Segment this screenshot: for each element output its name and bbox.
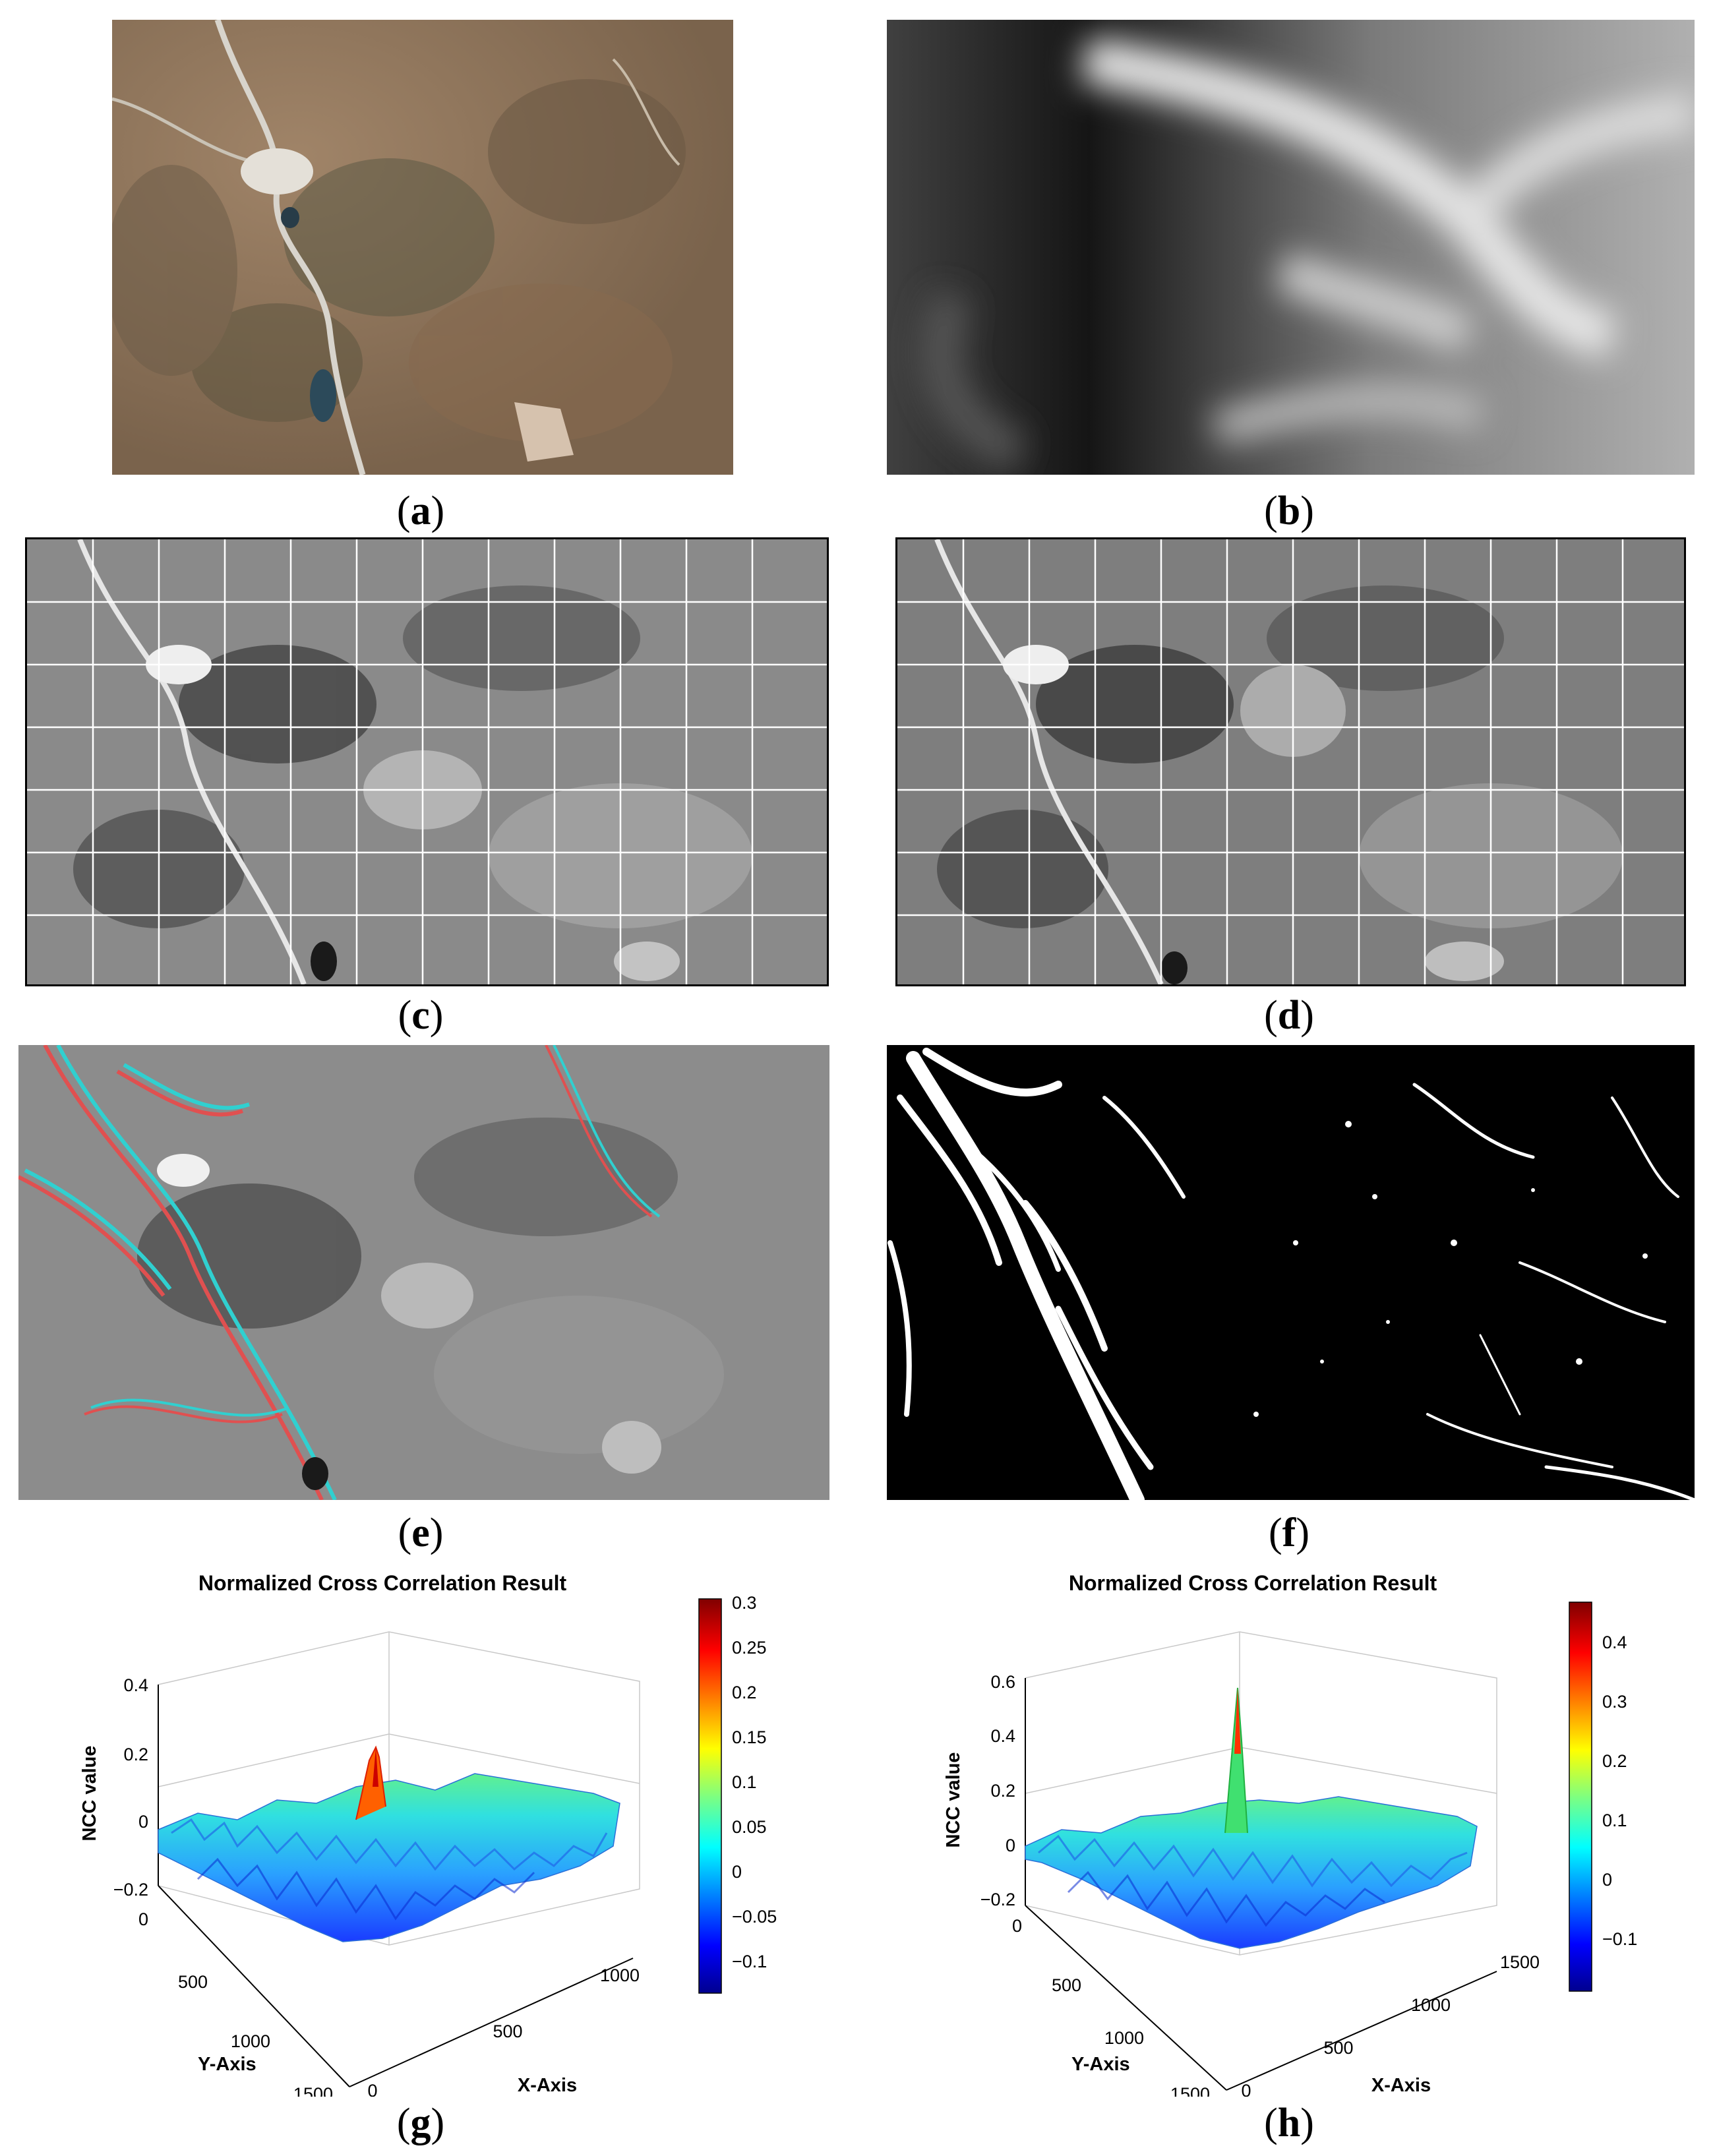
caption-h-letter: h <box>1277 2101 1301 2145</box>
y-tick: 1500 <box>1170 2084 1210 2097</box>
colorbar-tick: −0.05 <box>732 1907 777 1927</box>
ncc-surface-plot-h: Normalized Cross Correlation Result 0.6 … <box>943 1571 1637 2097</box>
colorbar-tick: 0.3 <box>1602 1692 1627 1712</box>
caption-d-letter: d <box>1277 993 1301 1038</box>
caption-c-letter: c <box>411 993 430 1038</box>
colorbar-tick: 0 <box>732 1862 742 1882</box>
x-tick: 500 <box>1323 2038 1353 2058</box>
caption-f-letter: f <box>1282 1511 1296 1555</box>
colorbar <box>1569 1602 1592 1992</box>
y-axis-line <box>1025 1905 1227 2091</box>
colorbar-tick: 0.2 <box>1602 1751 1627 1771</box>
y-tick: 0 <box>1012 1916 1022 1936</box>
colorbar-tick: 0.25 <box>732 1638 767 1658</box>
caption-f: (f) <box>1269 1511 1309 1555</box>
colorbar-tick: 0.05 <box>732 1817 767 1837</box>
satellite-photo <box>112 20 733 475</box>
colorbar-tick: 0.3 <box>732 1593 757 1613</box>
panel-d-gridded-image <box>895 537 1686 986</box>
panel-c-gridded-image <box>25 537 829 986</box>
colorbar-tick: −0.1 <box>732 1952 767 1971</box>
z-tick: 0.4 <box>990 1726 1015 1746</box>
z-tick: −0.2 <box>113 1880 148 1900</box>
caption-b: (b) <box>1264 489 1314 533</box>
z-tick: 0.2 <box>123 1745 148 1764</box>
gridded-gray-image <box>27 539 827 984</box>
caption-b-letter: b <box>1277 489 1301 533</box>
x-axis-label: X-Axis <box>518 2075 577 2096</box>
y-tick: 1000 <box>231 2031 270 2051</box>
ncc-surface-plot-g: Normalized Cross Correlation Result 0.4 … <box>79 1571 777 2097</box>
ncc-surface <box>158 1745 620 1942</box>
caption-a: (a) <box>396 489 445 533</box>
colorbar-tick: 0.2 <box>732 1683 757 1702</box>
caption-a-letter: a <box>410 489 431 533</box>
chart-h-ncc-surface: Normalized Cross Correlation Result 0.6 … <box>910 1569 1695 2097</box>
x-tick: 1000 <box>600 1965 640 1985</box>
caption-e: (e) <box>398 1511 444 1555</box>
y-tick: 500 <box>178 1972 208 1992</box>
y-axis-label: Y-Axis <box>198 2054 256 2075</box>
panel-f-binary-mask <box>887 1045 1695 1500</box>
z-tick: 0 <box>1006 1836 1015 1855</box>
caption-g-letter: g <box>410 2101 431 2145</box>
panel-e-anaglyph-image <box>18 1045 829 1500</box>
x-axis-line <box>349 1958 634 2087</box>
caption-h: (h) <box>1264 2101 1314 2145</box>
caption-c: (c) <box>398 993 444 1038</box>
anaglyph-image <box>18 1045 829 1500</box>
colorbar-tick: 0.15 <box>732 1727 767 1747</box>
colorbar-tick: 0.1 <box>732 1772 757 1792</box>
colorbar-tick: 0 <box>1602 1870 1612 1890</box>
caption-d: (d) <box>1264 993 1314 1038</box>
colorbar-tick: 0.4 <box>1602 1632 1627 1652</box>
caption-e-letter: e <box>411 1511 430 1555</box>
chart-title: Normalized Cross Correlation Result <box>1069 1571 1437 1595</box>
chart-title: Normalized Cross Correlation Result <box>198 1571 567 1595</box>
binary-mask <box>887 1045 1695 1500</box>
z-tick: 0.2 <box>990 1781 1015 1801</box>
z-tick: 0.6 <box>990 1672 1015 1692</box>
colorbar <box>698 1598 722 1994</box>
x-tick: 0 <box>367 2081 377 2097</box>
x-axis-line <box>1226 1971 1497 2091</box>
chart-g-ncc-surface: Normalized Cross Correlation Result 0.4 … <box>40 1569 824 2097</box>
y-tick: 500 <box>1052 1975 1081 1995</box>
x-tick: 1500 <box>1500 1952 1540 1972</box>
caption-g: (g) <box>396 2101 445 2145</box>
gridded-gray-image <box>897 539 1684 984</box>
z-tick: −0.2 <box>980 1890 1015 1909</box>
x-tick: 500 <box>493 2021 522 2041</box>
y-axis-label: Y-Axis <box>1071 2054 1130 2075</box>
z-tick: 0 <box>138 1812 148 1832</box>
y-tick: 1500 <box>293 2084 333 2097</box>
y-tick: 1000 <box>1104 2028 1144 2048</box>
z-axis-label: NCC value <box>79 1745 100 1841</box>
ncc-surface <box>1025 1687 1478 1949</box>
z-tick: 0.4 <box>123 1675 148 1695</box>
x-axis-label: X-Axis <box>1371 2075 1431 2096</box>
panel-b-dem-image <box>887 20 1695 475</box>
panel-a-satellite-image <box>112 20 733 475</box>
y-axis-line <box>158 1885 350 2087</box>
x-tick: 1000 <box>1411 1995 1451 2015</box>
colorbar-tick: 0.1 <box>1602 1811 1627 1830</box>
z-axis-label: NCC value <box>943 1752 964 1847</box>
colorbar-tick: −0.1 <box>1602 1929 1637 1949</box>
x-tick: 0 <box>1241 2081 1251 2097</box>
dem-image <box>887 20 1695 475</box>
y-tick: 0 <box>138 1909 148 1929</box>
